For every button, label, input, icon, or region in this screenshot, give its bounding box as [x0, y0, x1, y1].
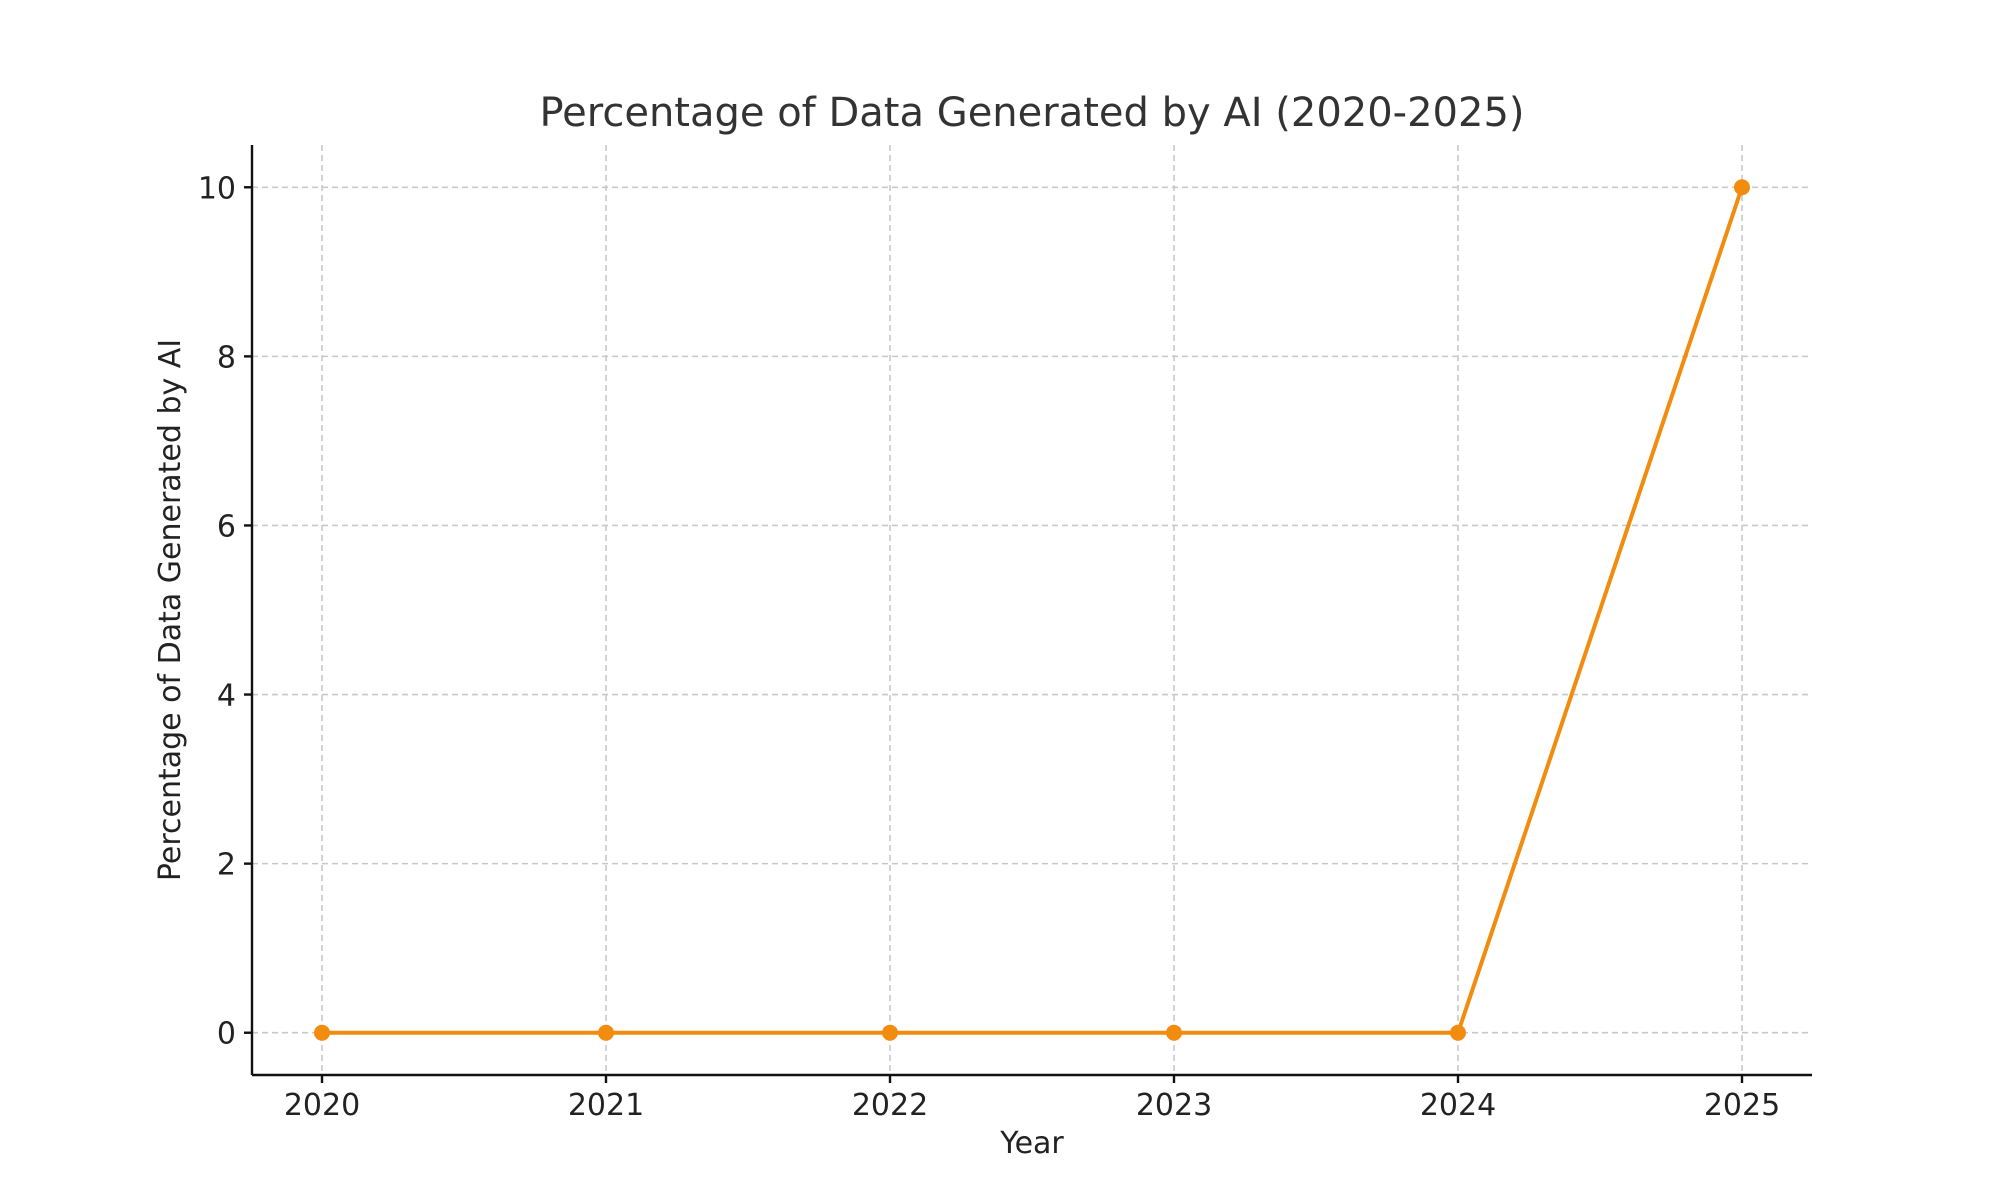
- data-point: [882, 1024, 898, 1041]
- data-point: [1166, 1024, 1182, 1041]
- y-axis-label: Percentage of Data Generated by AI: [153, 339, 188, 881]
- y-tick-label: 4: [217, 679, 236, 714]
- y-tick-label: 6: [217, 509, 236, 544]
- x-tick-label: 2023: [1136, 1088, 1212, 1123]
- grid-lines: [252, 145, 1812, 1075]
- data-point: [1734, 179, 1750, 196]
- x-tick-label: 2024: [1420, 1088, 1496, 1123]
- tick-labels: 2020 2021 2022 2023 2024 2025 0 2 4 6 8 10: [198, 171, 1780, 1123]
- y-tick-label: 2: [217, 848, 236, 883]
- y-tick-label: 10: [198, 171, 236, 206]
- x-tick-label: 2021: [568, 1088, 644, 1123]
- chart-title: Percentage of Data Generated by AI (2020…: [539, 90, 1524, 136]
- x-tick-label: 2025: [1704, 1088, 1780, 1123]
- y-tick-label: 0: [217, 1017, 236, 1052]
- axes: [244, 145, 1812, 1083]
- x-axis-label: Year: [999, 1126, 1064, 1161]
- data-point: [1450, 1024, 1466, 1041]
- data-point: [598, 1024, 614, 1041]
- series-line: [322, 186, 1744, 1035]
- y-tick-label: 8: [217, 340, 236, 375]
- x-tick-label: 2020: [284, 1088, 360, 1123]
- data-series: [314, 179, 1750, 1041]
- data-point: [314, 1024, 330, 1041]
- x-tick-label: 2022: [852, 1088, 928, 1123]
